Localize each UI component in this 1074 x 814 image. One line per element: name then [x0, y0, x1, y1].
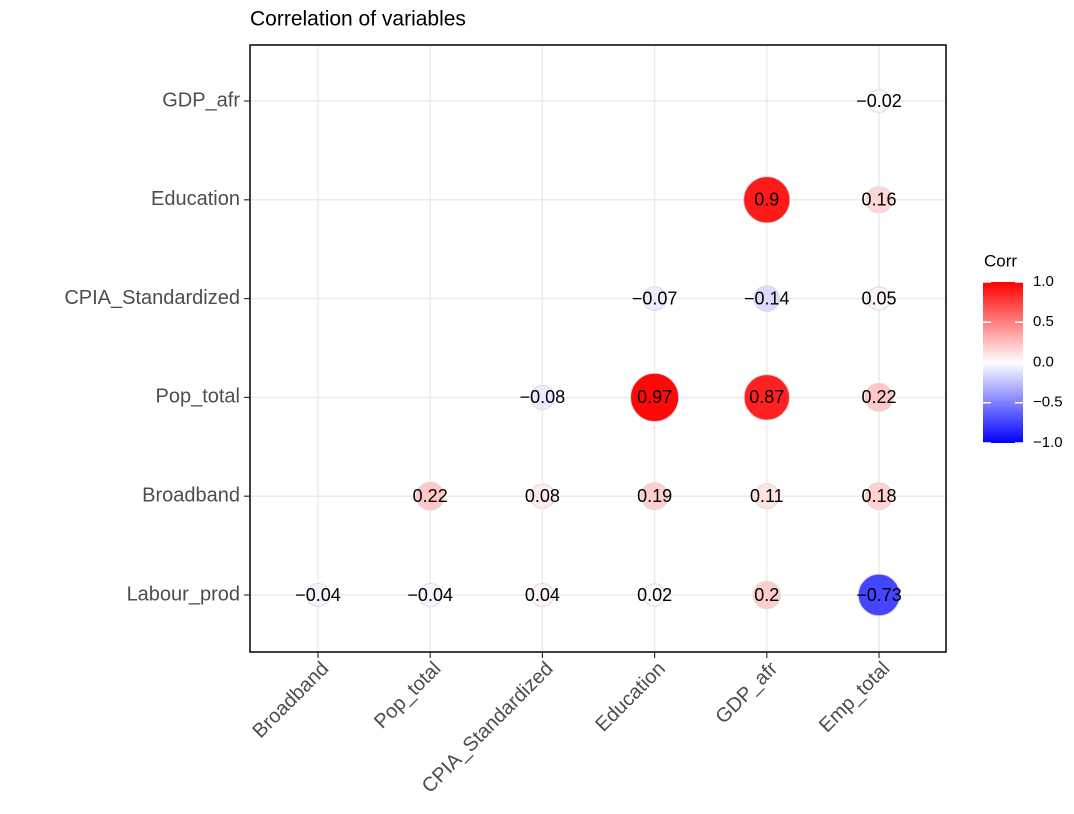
corr-circle — [743, 176, 791, 224]
value-label: 0.18 — [861, 486, 896, 506]
legend-tick-label: 0.0 — [1033, 353, 1054, 370]
corr-circle — [867, 89, 891, 113]
y-tick-label: Labour_prod — [127, 583, 240, 605]
corr-circle — [415, 481, 445, 511]
corr-circle — [529, 483, 555, 509]
corr-circle — [864, 382, 894, 412]
corr-circle — [418, 582, 443, 608]
x-tick-label: Education — [591, 658, 669, 736]
corr-circle — [630, 372, 680, 422]
legend-tick-label: 1.0 — [1033, 273, 1054, 290]
x-tick-label: Pop_total — [370, 658, 445, 733]
chart-title: Correlation of variables — [250, 8, 466, 31]
y-tick-label: Pop_total — [155, 386, 240, 408]
value-label: 0.9 — [754, 190, 779, 210]
y-tick-label: Broadband — [142, 484, 240, 506]
panel-border — [249, 44, 947, 653]
legend-title: Corr — [984, 251, 1017, 270]
corr-circle — [752, 580, 781, 610]
value-label: 0.22 — [413, 486, 448, 506]
corr-circle — [857, 573, 901, 617]
value-label: −0.08 — [520, 387, 566, 407]
value-label: 0.87 — [749, 387, 784, 407]
y-tick-label: GDP_afr — [162, 89, 240, 111]
y-tick-label: Education — [151, 188, 240, 210]
corr-circle — [865, 482, 893, 511]
corr-circle — [640, 482, 669, 511]
corr-circle — [743, 374, 791, 421]
value-label: −0.02 — [856, 91, 902, 111]
value-label: 0.02 — [637, 585, 672, 605]
value-label: 0.16 — [861, 190, 896, 210]
corr-circle — [753, 285, 781, 312]
corr-circle — [530, 582, 555, 608]
value-label: 0.19 — [637, 486, 672, 506]
x-tick-label: Emp_total — [815, 658, 894, 737]
legend-tick-label: 0.5 — [1033, 313, 1054, 330]
value-label: 0.11 — [750, 486, 784, 506]
value-label: −0.04 — [295, 585, 341, 605]
corr-circle — [866, 286, 892, 311]
x-tick-label: GDP_afr — [711, 657, 782, 728]
value-label: 0.04 — [525, 585, 560, 605]
value-label: −0.07 — [632, 288, 678, 308]
value-label: 0.22 — [861, 387, 896, 407]
corr-circle — [865, 186, 893, 214]
value-label: −0.04 — [407, 585, 453, 605]
value-label: 0.05 — [861, 288, 896, 308]
corr-circle — [642, 583, 667, 607]
legend-tick-label: −0.5 — [1033, 394, 1063, 411]
value-label: −0.73 — [856, 585, 902, 605]
legend-tick-label: −1.0 — [1033, 434, 1063, 451]
x-tick-label: Broadband — [249, 658, 334, 743]
value-label: −0.14 — [744, 288, 790, 308]
value-label: 0.2 — [754, 585, 779, 605]
panel — [250, 45, 946, 652]
corr-circle — [529, 384, 555, 410]
value-label: 0.08 — [525, 486, 560, 506]
corr-circle — [753, 483, 780, 510]
corr-circle — [305, 582, 331, 608]
value-label: 0.97 — [637, 387, 672, 407]
corr-circle — [642, 286, 668, 312]
y-tick-label: CPIA_Standardized — [64, 287, 240, 309]
